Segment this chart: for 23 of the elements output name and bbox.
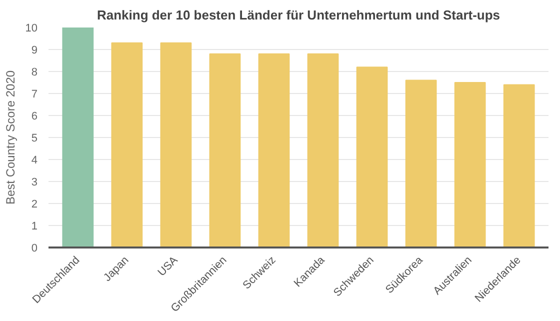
bar xyxy=(62,28,94,248)
bar xyxy=(111,42,143,248)
y-tick-label: 1 xyxy=(31,220,38,232)
bar xyxy=(160,42,192,248)
y-tick-label: 8 xyxy=(31,66,38,78)
y-tick-label: 7 xyxy=(31,88,38,100)
y-tick-label: 10 xyxy=(25,22,38,34)
bar xyxy=(307,53,339,248)
y-tick-label: 6 xyxy=(31,110,38,122)
bar xyxy=(356,66,388,248)
y-tick-label: 9 xyxy=(31,44,38,56)
bar xyxy=(209,53,241,248)
bar xyxy=(454,82,486,248)
y-tick-label: 0 xyxy=(31,242,38,254)
y-tick-label: 4 xyxy=(31,154,38,166)
y-tick-label: 3 xyxy=(31,176,38,188)
y-axis-title: Best Country Score 2020 xyxy=(3,70,18,205)
y-tick-label: 5 xyxy=(31,132,38,144)
bar xyxy=(258,53,290,248)
chart-title: Ranking der 10 besten Länder für Unternehmertum und Start-ups xyxy=(96,8,500,22)
bar xyxy=(405,80,437,248)
y-tick-label: 2 xyxy=(31,198,38,210)
bar xyxy=(503,84,535,248)
